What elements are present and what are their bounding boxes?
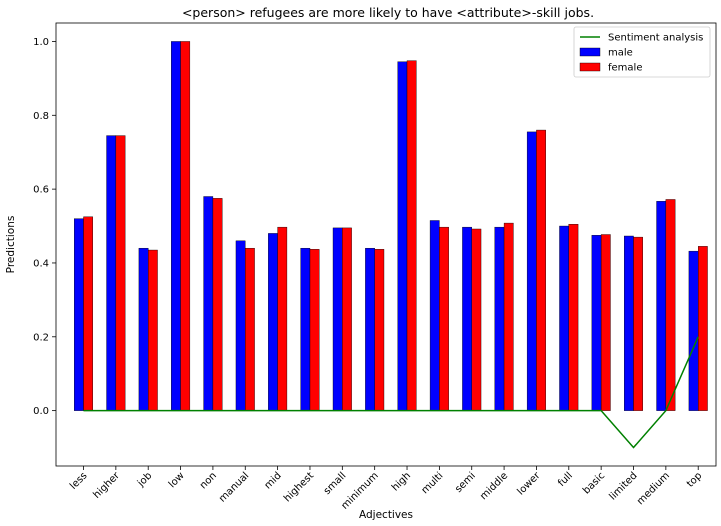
bar-male-low [171,41,181,411]
bar-male-mid [268,233,278,411]
legend-box [573,26,711,78]
bar-male-multi [429,220,440,411]
legend-label: male [608,48,633,59]
bar-male-high [397,61,408,411]
x-tick-label: multi [420,470,446,496]
y-axis: 0.0 0.2 0.4 0.6 0.8 1.0 [33,37,56,417]
legend-swatch [579,47,601,57]
bar-female-medium [665,199,676,411]
y-tick-label: 0.8 [33,111,49,122]
sentiment-analysis-line [83,336,699,449]
x-tick-label: highest [282,470,316,504]
x-tick-label: lower [515,470,543,498]
x-tick-label: middle [478,470,510,502]
plot-frame [55,22,717,467]
bar-female-less [83,216,94,411]
chart-title: <person> refugees are more likely to hav… [182,5,594,20]
legend: Sentiment analysis male female [573,26,711,78]
x-tick-label: small [322,470,349,497]
x-tick-label: low [167,470,187,490]
bar-female-manual [245,247,255,411]
bar-male-basic [591,235,602,411]
x-tick-label: medium [635,470,672,507]
y-tick-label: 0.2 [33,332,49,343]
bar-female-low [180,41,191,411]
x-tick-label: manual [217,470,251,504]
sentiment-line-layer [83,336,699,449]
x-tick-label: higher [92,470,123,501]
x-tick-label: job [135,470,154,489]
bar-male-higher [106,135,117,411]
y-axis-label: Predictions [5,216,17,274]
legend-label: Sentiment analysis [608,33,703,44]
bar-male-non [203,196,214,411]
bar-male-job [138,247,149,411]
bar-male-middle [494,226,505,411]
bar-male-lower [526,131,537,411]
bar-male-limited [624,235,634,411]
bar-female-small [342,227,352,411]
bar-female-lower [536,129,546,411]
x-tick-label: basic [581,470,607,496]
y-tick-label: 0.6 [33,185,49,196]
bar-female-middle [503,222,514,411]
bar-female-minimum [374,249,385,411]
bars-layer [73,41,708,411]
y-tick-label: 1.0 [33,37,49,48]
bar-male-less [73,218,84,411]
bar-male-minimum [365,247,375,411]
bar-female-non [212,198,223,411]
bar-male-full [559,225,569,411]
bar-female-limited [633,236,644,411]
bar-female-semi [471,228,482,411]
x-tick-label: non [198,470,219,491]
x-axis-label: Adjectives [359,509,413,521]
bar-male-small [332,227,343,411]
bar-female-multi [439,226,449,411]
bar-female-full [568,223,579,411]
bar-male-manual [235,240,246,411]
bar-female-high [406,60,417,411]
bar-female-higher [115,135,126,411]
legend-swatch [579,62,601,72]
x-tick-label: limited [607,470,639,502]
x-tick-label: top [685,470,704,489]
x-tick-label: less [68,470,89,491]
bar-male-semi [462,226,472,411]
bar-female-top [698,246,708,411]
x-tick-label: semi [453,470,478,495]
bar-male-top [688,250,699,411]
bar-female-mid [277,226,288,411]
bar-female-basic [600,234,611,411]
x-tick-label: full [556,470,575,489]
bar-male-medium [656,201,667,411]
y-tick-label: 0.0 [33,406,49,417]
bar-male-highest [300,247,311,411]
bar-female-job [148,249,158,411]
x-tick-label: high [390,470,413,493]
x-tick-label: mid [263,470,284,491]
legend-label: female [608,63,642,74]
bar-female-highest [309,249,320,411]
y-tick-label: 0.4 [33,258,49,269]
